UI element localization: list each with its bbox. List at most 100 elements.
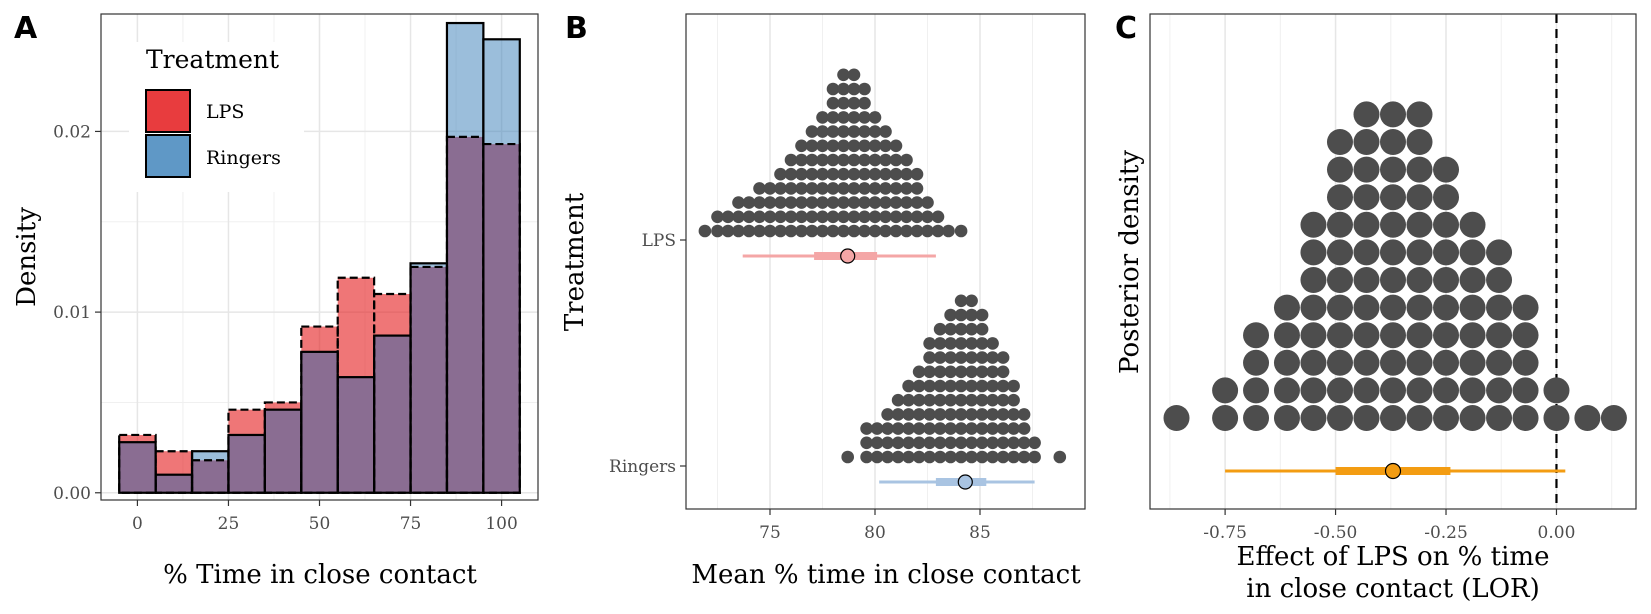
panel-a-x-axis: 0 25 50 75 100 xyxy=(132,500,518,534)
dot xyxy=(889,210,903,224)
dot xyxy=(868,196,882,209)
dot xyxy=(902,450,915,464)
dot xyxy=(826,182,840,195)
dot xyxy=(1512,377,1539,404)
dot xyxy=(954,422,968,435)
dot xyxy=(933,422,947,435)
dot xyxy=(847,210,861,224)
dot xyxy=(1406,322,1433,349)
x-tick-label: -0.75 xyxy=(1203,523,1247,543)
panel-c-letter: C xyxy=(1115,11,1137,46)
dot xyxy=(1353,405,1380,431)
dot xyxy=(986,408,999,421)
dot xyxy=(847,196,861,209)
dot xyxy=(1433,267,1460,293)
dot xyxy=(1273,322,1300,349)
dot xyxy=(753,224,766,238)
dot xyxy=(910,167,924,181)
dot xyxy=(1486,405,1513,431)
dot xyxy=(774,196,787,209)
legend-key-lps xyxy=(145,89,191,133)
dot xyxy=(1326,129,1353,155)
dot xyxy=(912,408,926,421)
dot xyxy=(996,351,1010,364)
dot xyxy=(753,196,766,209)
dot xyxy=(954,351,968,364)
dot xyxy=(805,125,819,138)
dot xyxy=(1406,294,1433,321)
dot xyxy=(858,153,871,167)
dot xyxy=(1380,156,1406,183)
x-tick-label: 0.00 xyxy=(1538,523,1576,543)
panel-a-x-label: % Time in close contact xyxy=(163,560,477,590)
panel-b-dotplot: B 75 80 85 LPS Ringers Mean % time in close… xyxy=(560,11,1086,590)
dot xyxy=(921,224,934,238)
panel-b-letter: B xyxy=(565,11,588,46)
dot xyxy=(1433,294,1460,321)
dot xyxy=(891,422,905,435)
dot xyxy=(1300,211,1327,238)
bar-excess xyxy=(155,451,193,475)
dot xyxy=(1300,322,1327,349)
panel-c-y-label: Posterior density xyxy=(1115,150,1145,374)
x-tick-label: 75 xyxy=(759,523,781,543)
dot xyxy=(732,224,745,238)
dot xyxy=(837,167,850,181)
dot xyxy=(847,182,861,195)
bar-lps-outline xyxy=(154,450,194,494)
bar-excess xyxy=(119,434,156,443)
panel-a-histogram: A 0 25 50 75 100 0.00 0.01 0.02 Treatment LPS … xyxy=(12,11,539,590)
dot xyxy=(753,182,766,195)
dot xyxy=(847,167,861,181)
dot xyxy=(816,210,829,224)
dot xyxy=(870,436,884,450)
dot xyxy=(1486,239,1513,266)
dot xyxy=(826,139,840,153)
dot xyxy=(954,408,968,421)
dot xyxy=(879,182,892,195)
dot xyxy=(1243,349,1270,376)
bar-excess xyxy=(446,23,484,137)
legend-label-lps: LPS xyxy=(206,101,244,123)
dot xyxy=(1243,405,1270,431)
dot xyxy=(1380,211,1406,238)
x-tick-label: 100 xyxy=(485,514,517,534)
dot xyxy=(965,436,978,450)
dot xyxy=(826,111,840,124)
dot xyxy=(910,210,924,224)
dot xyxy=(965,351,978,364)
dot xyxy=(721,224,735,238)
dot xyxy=(805,210,819,224)
dot xyxy=(847,111,861,124)
dot xyxy=(711,210,724,224)
dot xyxy=(1380,377,1406,404)
dot xyxy=(954,393,968,407)
panel-c-interval xyxy=(1225,462,1566,480)
dot xyxy=(1300,349,1327,376)
dot xyxy=(1406,239,1433,266)
dot xyxy=(1273,294,1300,321)
dot xyxy=(1353,294,1380,321)
dot xyxy=(1574,405,1601,431)
dot xyxy=(868,139,882,153)
dot xyxy=(1212,377,1239,404)
dot xyxy=(763,196,777,209)
dot xyxy=(879,210,892,224)
dot xyxy=(1512,322,1539,349)
dot xyxy=(1017,422,1031,435)
dot xyxy=(923,436,936,450)
dot xyxy=(889,153,903,167)
dot xyxy=(986,422,999,435)
dot xyxy=(902,408,915,421)
dot xyxy=(868,224,882,238)
dot xyxy=(816,224,829,238)
dot xyxy=(975,322,989,336)
x-tick-label: 0 xyxy=(132,514,143,534)
dot xyxy=(1433,405,1460,431)
dot xyxy=(795,210,808,224)
dot xyxy=(721,210,735,224)
legend-title: Treatment xyxy=(146,45,279,74)
bar-lps-outline xyxy=(118,433,157,494)
dot xyxy=(1380,101,1406,128)
dot xyxy=(742,224,756,238)
